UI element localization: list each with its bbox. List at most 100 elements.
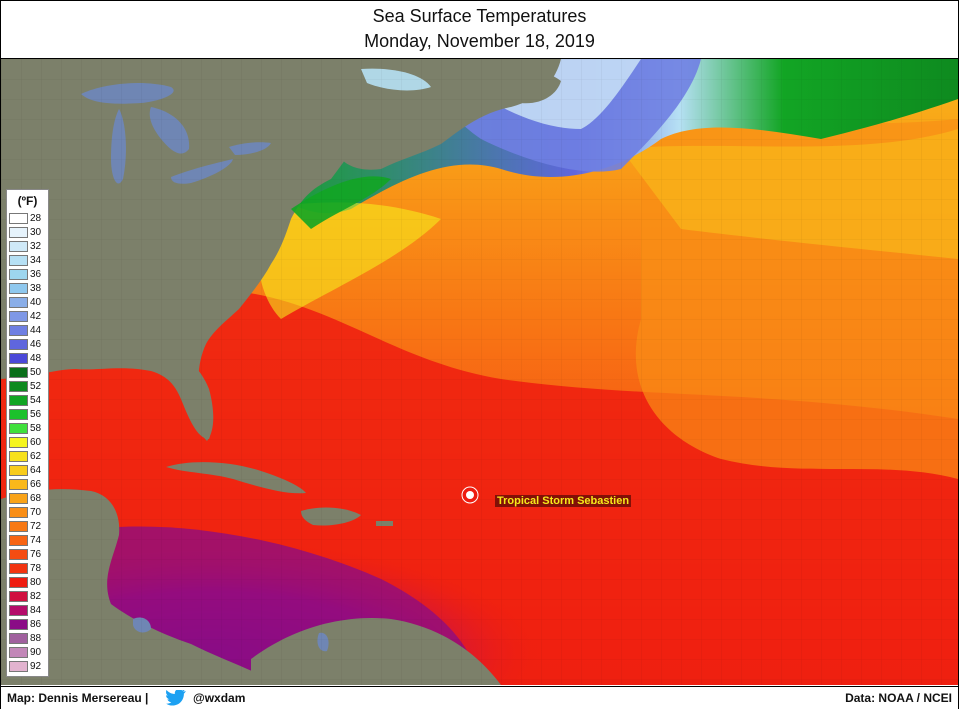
legend-swatch: [9, 479, 28, 490]
legend-label: 44: [30, 325, 42, 336]
storm-label: Tropical Storm Sebastien: [495, 495, 632, 507]
legend-entry: 66: [7, 478, 48, 492]
legend-swatch: [9, 647, 28, 658]
legend-entry: 62: [7, 450, 48, 464]
legend-entry: 64: [7, 464, 48, 478]
legend-swatch: [9, 297, 28, 308]
legend-label: 78: [30, 563, 42, 574]
legend-label: 38: [30, 283, 42, 294]
legend-entry: 90: [7, 646, 48, 660]
legend-label: 62: [30, 451, 42, 462]
legend-swatch: [9, 591, 28, 602]
legend-label: 88: [30, 633, 42, 644]
legend-entry: 50: [7, 366, 48, 380]
legend-label: 80: [30, 577, 42, 588]
legend-label: 92: [30, 661, 42, 672]
legend-label: 46: [30, 339, 42, 350]
map-credit: Map: Dennis Mersereau |: [7, 691, 149, 705]
legend-label: 82: [30, 591, 42, 602]
legend-label: 52: [30, 381, 42, 392]
legend-label: 70: [30, 507, 42, 518]
legend-label: 60: [30, 437, 42, 448]
legend-label: 56: [30, 409, 42, 420]
legend-entry: 86: [7, 618, 48, 632]
legend-label: 84: [30, 605, 42, 616]
legend-swatch: [9, 381, 28, 392]
legend-swatch: [9, 283, 28, 294]
legend-label: 74: [30, 535, 42, 546]
legend-entry: 78: [7, 562, 48, 576]
legend-title: (ºF): [17, 194, 38, 208]
legend-entry: 34: [7, 254, 48, 268]
legend-entry: 36: [7, 268, 48, 282]
legend-entry: 88: [7, 632, 48, 646]
legend-label: 48: [30, 353, 42, 364]
legend-label: 86: [30, 619, 42, 630]
legend-swatch: [9, 619, 28, 630]
sst-map: Tropical Storm Sebastien: [1, 59, 958, 685]
legend-swatch: [9, 269, 28, 280]
legend-swatch: [9, 423, 28, 434]
legend-label: 34: [30, 255, 42, 266]
legend-entry: 68: [7, 492, 48, 506]
legend-label: 28: [30, 213, 42, 224]
legend-entry: 80: [7, 576, 48, 590]
legend-label: 36: [30, 269, 42, 280]
map-date: Monday, November 18, 2019: [364, 31, 595, 51]
legend-swatch: [9, 549, 28, 560]
legend-label: 66: [30, 479, 42, 490]
legend-entry: 60: [7, 436, 48, 450]
legend-swatch: [9, 227, 28, 238]
legend-rows: 28 30 32 34 36 38 40 42 44 46 48 50 52 54 56 58 60 62 64 66…: [7, 212, 48, 674]
legend-entry: 56: [7, 408, 48, 422]
legend-entry: 38: [7, 282, 48, 296]
legend-swatch: [9, 605, 28, 616]
legend-swatch: [9, 507, 28, 518]
legend-entry: 30: [7, 226, 48, 240]
legend-label: 40: [30, 297, 42, 308]
legend-label: 54: [30, 395, 42, 406]
legend-label: 50: [30, 367, 42, 378]
footer: Map: Dennis Mersereau | @wxdam Data: NOA…: [1, 686, 958, 709]
legend-entry: 44: [7, 324, 48, 338]
legend-swatch: [9, 255, 28, 266]
legend-entry: 82: [7, 590, 48, 604]
legend-swatch: [9, 633, 28, 644]
legend-entry: 58: [7, 422, 48, 436]
legend-label: 64: [30, 465, 42, 476]
legend-swatch: [9, 241, 28, 252]
legend-entry: 84: [7, 604, 48, 618]
legend-entry: 70: [7, 506, 48, 520]
legend-label: 76: [30, 549, 42, 560]
temperature-legend: (ºF) 28 30 32 34 36 38 40 42 44 46 48 50 52 54 56 58 60 6…: [6, 189, 49, 677]
legend-swatch: [9, 521, 28, 532]
twitter-handle-link[interactable]: @wxdam: [193, 691, 246, 705]
lat-lon-grid: [1, 59, 958, 685]
legend-entry: 42: [7, 310, 48, 324]
legend-swatch: [9, 311, 28, 322]
legend-entry: 72: [7, 520, 48, 534]
legend-entry: 52: [7, 380, 48, 394]
legend-entry: 74: [7, 534, 48, 548]
legend-label: 72: [30, 521, 42, 532]
legend-swatch: [9, 325, 28, 336]
legend-entry: 92: [7, 660, 48, 674]
legend-swatch: [9, 353, 28, 364]
legend-swatch: [9, 409, 28, 420]
legend-swatch: [9, 339, 28, 350]
legend-swatch: [9, 661, 28, 672]
legend-swatch: [9, 367, 28, 378]
legend-swatch: [9, 563, 28, 574]
data-credit: Data: NOAA / NCEI: [845, 691, 952, 705]
legend-swatch: [9, 213, 28, 224]
legend-swatch: [9, 577, 28, 588]
legend-entry: 54: [7, 394, 48, 408]
legend-label: 68: [30, 493, 42, 504]
legend-swatch: [9, 395, 28, 406]
legend-swatch: [9, 493, 28, 504]
legend-swatch: [9, 451, 28, 462]
legend-entry: 40: [7, 296, 48, 310]
legend-entry: 76: [7, 548, 48, 562]
legend-entry: 46: [7, 338, 48, 352]
